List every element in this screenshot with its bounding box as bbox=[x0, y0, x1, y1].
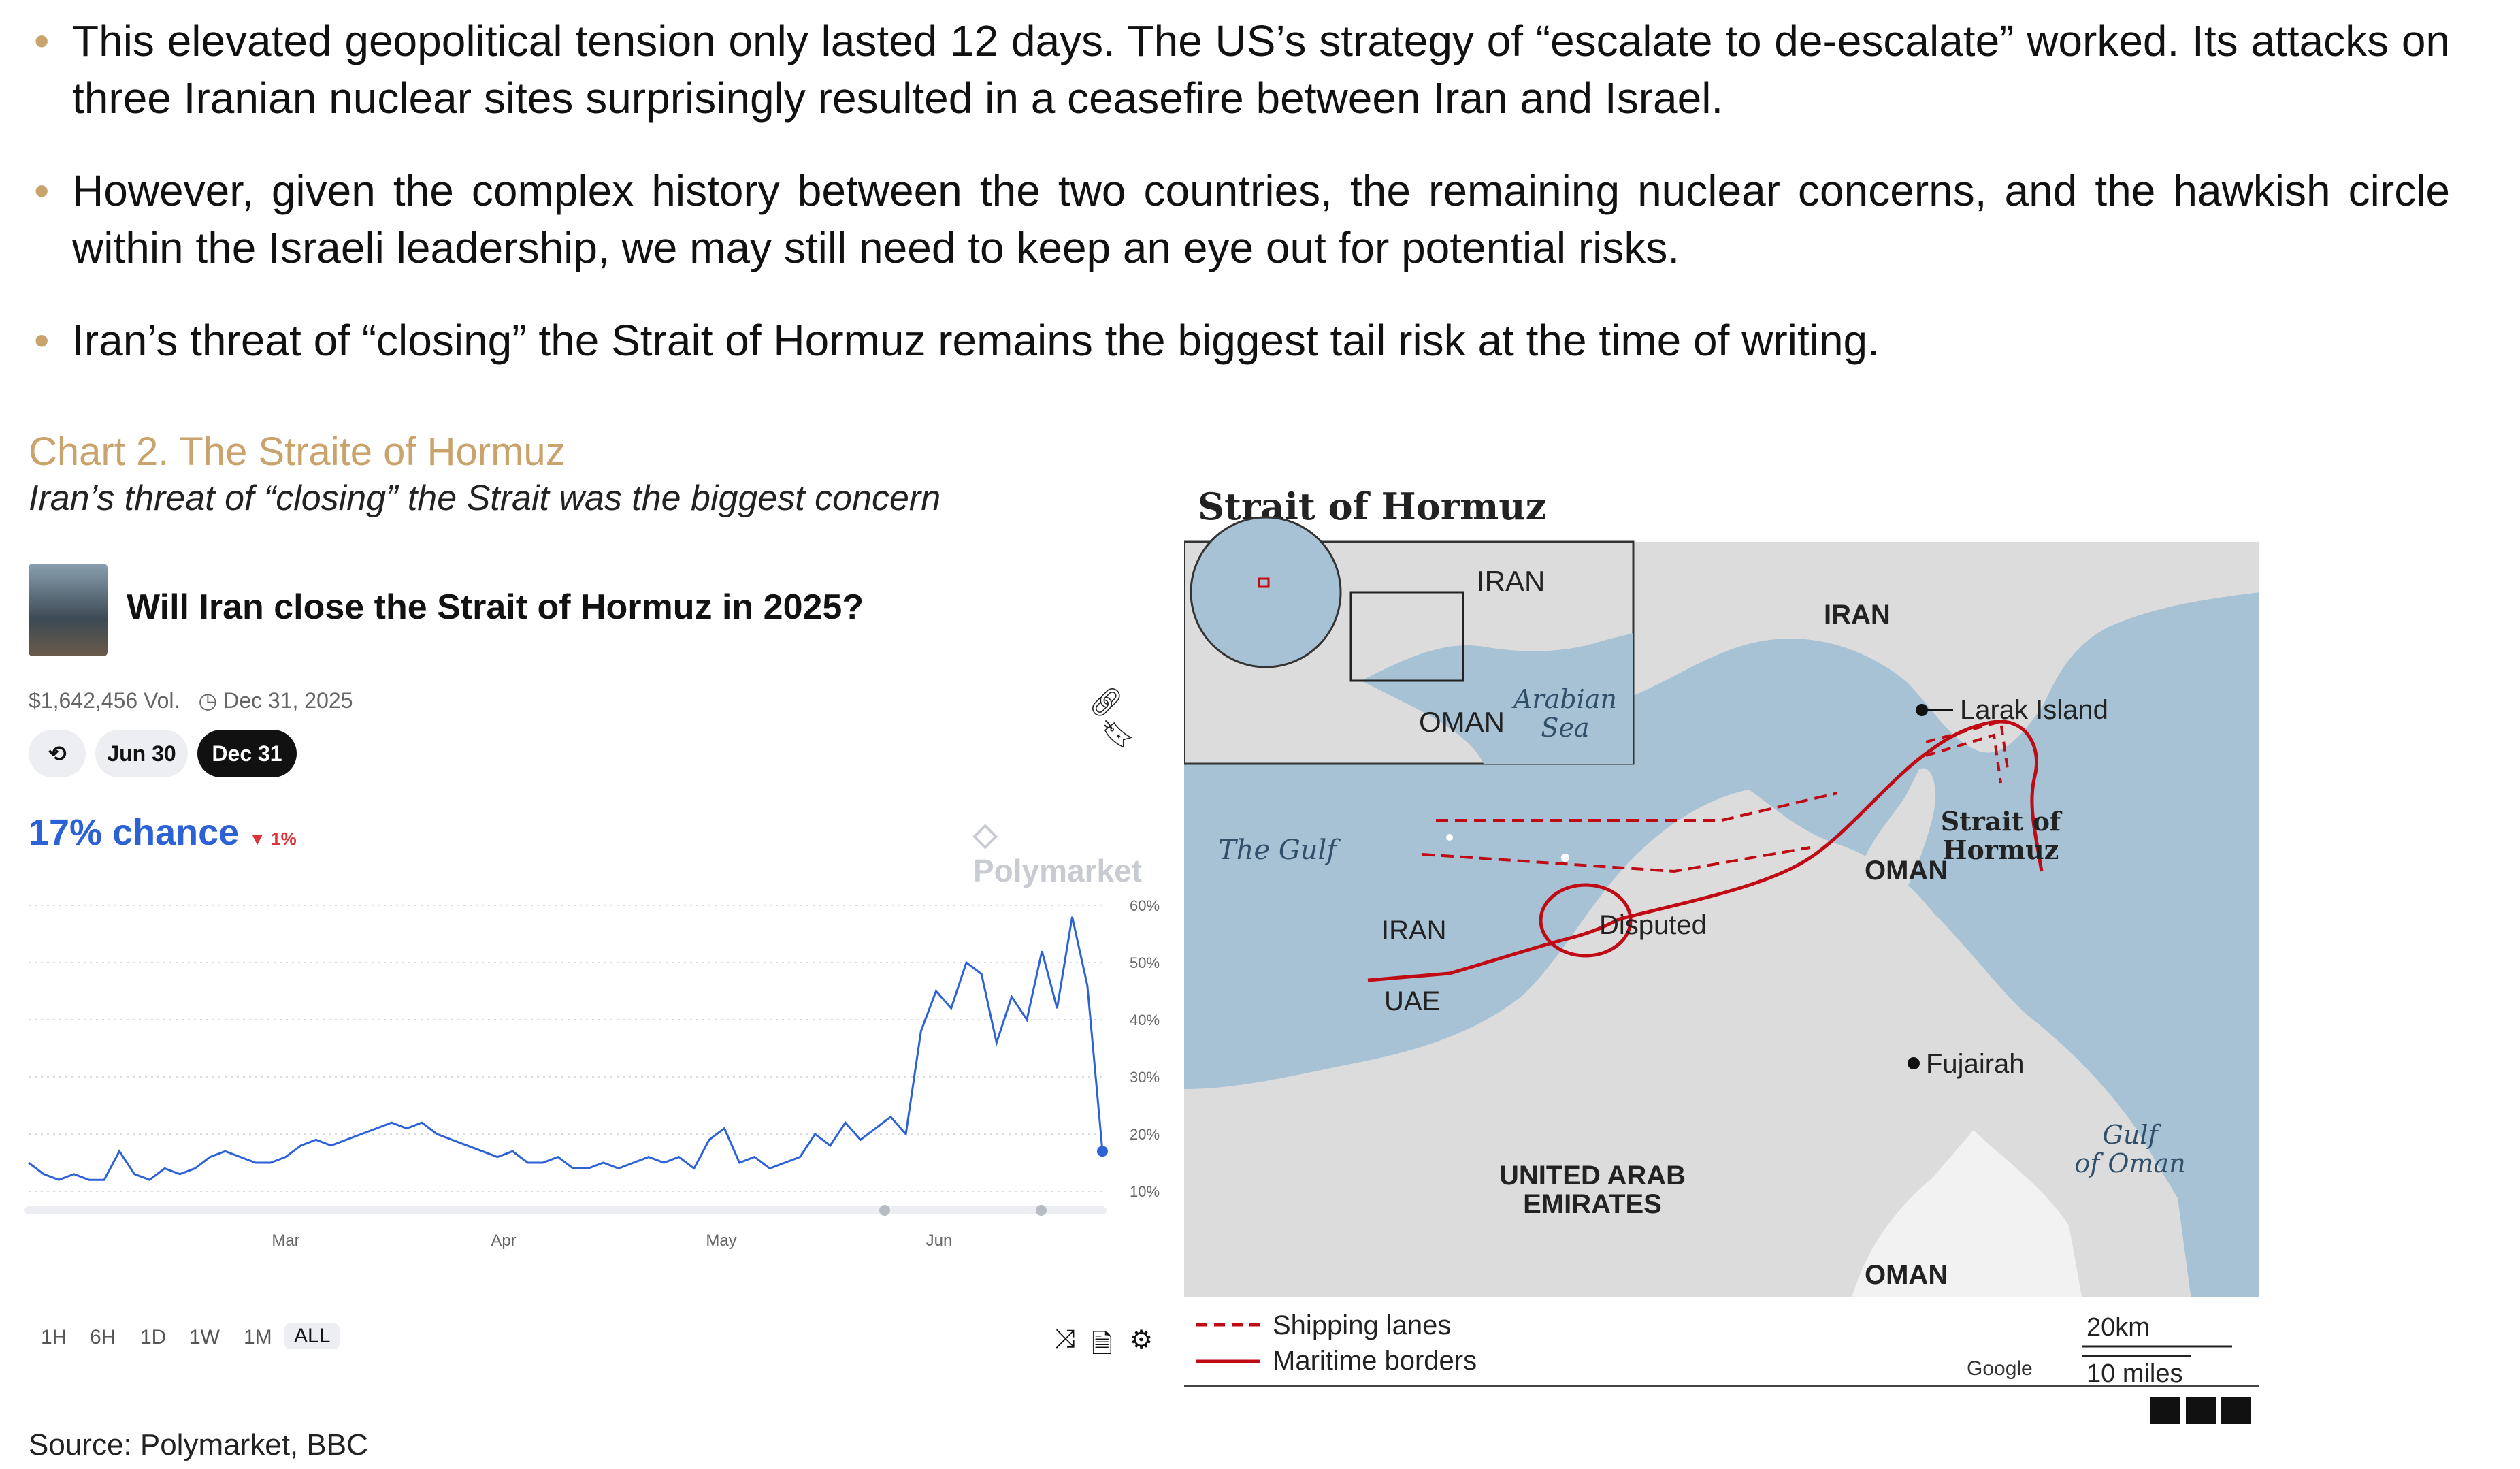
range-1d[interactable]: 1D bbox=[140, 1326, 167, 1349]
musandam-peninsula bbox=[1865, 768, 1935, 912]
y-tick-label: 60% bbox=[1130, 897, 1160, 914]
y-tick-label: 50% bbox=[1130, 954, 1160, 971]
current-value-point bbox=[1097, 1146, 1108, 1157]
market-volume: $1,642,456 Vol. bbox=[29, 688, 180, 713]
fujairah-point bbox=[1908, 1057, 1920, 1069]
y-tick-label: 30% bbox=[1130, 1069, 1160, 1086]
clock-icon: ◷ bbox=[198, 688, 218, 713]
label-fujairah: Fujairah bbox=[1926, 1049, 2025, 1079]
range-1w[interactable]: 1W bbox=[189, 1326, 220, 1349]
settings-icon[interactable]: ⚙︎ bbox=[1130, 1326, 1153, 1355]
island bbox=[1561, 854, 1569, 862]
disputed-circle bbox=[1539, 883, 1633, 958]
legend-borders: Maritime borders bbox=[1273, 1346, 1477, 1376]
x-tick-label: May bbox=[706, 1231, 736, 1250]
timeline-handle[interactable] bbox=[1036, 1205, 1047, 1216]
chart-title: Chart 2. The Straite of Hormuz bbox=[29, 430, 566, 474]
range-6h[interactable]: 6H bbox=[90, 1326, 116, 1349]
shipping-lane bbox=[1422, 846, 1811, 873]
market-question: Will Iran close the Strait of Hormuz in … bbox=[127, 587, 864, 627]
shipping-lane bbox=[1436, 792, 1838, 822]
probability-chart: 60% 50% 40% 30% 20% 10% Mar Apr May Jun bbox=[24, 897, 1160, 1250]
timeline-handle[interactable] bbox=[879, 1205, 890, 1216]
bullet-2: • However, given the complex history betw… bbox=[27, 162, 2450, 276]
bookmark-icon[interactable]: 🔖︎ bbox=[1101, 720, 1136, 749]
label-uae-small: UAE bbox=[1384, 986, 1440, 1016]
polymarket-logo: ◇ Polymarket bbox=[973, 816, 1143, 888]
x-tick-label: Mar bbox=[272, 1231, 299, 1250]
document-icon[interactable]: 🗎︎ bbox=[1092, 1330, 1113, 1359]
label-oman-inset: OMAN bbox=[1419, 706, 1505, 738]
pill-dec-31[interactable]: Dec 31 bbox=[197, 730, 297, 777]
maritime-border bbox=[1367, 720, 2044, 982]
polymarket-card: Will Iran close the Strait of Hormuz in … bbox=[0, 545, 1171, 1409]
label-strait: Strait of Hormuz bbox=[1941, 806, 2063, 865]
chart-subtitle: Iran’s threat of “closing” the Strait wa… bbox=[29, 479, 941, 518]
hormuz-map: IRAN OMAN Arabian Sea IRAN Larak Island S… bbox=[1184, 516, 2259, 1424]
label-iran-inset: IRAN bbox=[1477, 565, 1545, 597]
inset-water bbox=[1361, 633, 1633, 764]
market-tools: 🔗︎ 🔖︎ bbox=[1089, 686, 1171, 750]
google-credit: Google bbox=[1967, 1357, 2033, 1380]
chance-change: ▼ 1% bbox=[248, 828, 297, 849]
label-arabian-sea: Arabian Sea bbox=[1511, 684, 1617, 743]
island bbox=[1967, 682, 1980, 696]
range-1m[interactable]: 1M bbox=[244, 1326, 272, 1349]
label-disputed: Disputed bbox=[1599, 910, 1707, 940]
probability-series-line bbox=[28, 916, 1104, 1181]
label-larak: Larak Island bbox=[1960, 695, 2108, 725]
market-end-date: Dec 31, 2025 bbox=[223, 688, 353, 713]
island bbox=[1446, 834, 1453, 841]
bullet-dot: • bbox=[34, 316, 50, 365]
y-tick-label: 10% bbox=[1130, 1183, 1160, 1200]
label-iran-top: IRAN bbox=[1824, 600, 1891, 630]
pill-jun-30[interactable]: Jun 30 bbox=[95, 730, 188, 777]
map-water bbox=[1184, 592, 2259, 1300]
shuffle-icon[interactable]: ⤨ bbox=[1055, 1325, 1076, 1353]
bullet-list: • This elevated geopolitical tension only… bbox=[27, 12, 2450, 404]
y-tick-label: 20% bbox=[1130, 1126, 1160, 1143]
map-bottom-bar bbox=[1595, 1297, 2259, 1386]
market-thumbnail bbox=[29, 564, 108, 656]
globe-icon bbox=[1190, 516, 1342, 668]
polymarket-logo-icon: ◇ bbox=[973, 816, 998, 852]
bullet-dot: • bbox=[34, 16, 50, 65]
legend-panel bbox=[1184, 1297, 1595, 1386]
x-tick-label: Apr bbox=[491, 1231, 516, 1250]
inset-focus-box bbox=[1349, 591, 1464, 682]
history-button[interactable]: ⟲ bbox=[29, 730, 86, 777]
chance-value: 17% chance ▼ 1% bbox=[29, 812, 297, 853]
source-note: Source: Polymarket, BBC bbox=[29, 1428, 368, 1462]
y-tick-label: 40% bbox=[1130, 1012, 1160, 1029]
label-the-gulf: The Gulf bbox=[1218, 835, 1341, 866]
scale-miles: 10 miles bbox=[2087, 1359, 2183, 1388]
label-oman-north: OMAN bbox=[1865, 856, 1948, 886]
label-uae: UNITED ARAB EMIRATES bbox=[1499, 1161, 1686, 1219]
label-gulf-of-oman: Gulf of Oman bbox=[2074, 1120, 2185, 1178]
range-1h[interactable]: 1H bbox=[41, 1326, 67, 1349]
market-meta: $1,642,456 Vol. ◷ Dec 31, 2025 bbox=[29, 688, 353, 713]
map-lower-land bbox=[1851, 1130, 2082, 1300]
bullet-3: • Iran’s threat of “closing” the Strait o… bbox=[27, 312, 2450, 369]
scale-km: 20km bbox=[2087, 1313, 2150, 1342]
bbc-logo bbox=[2150, 1397, 2251, 1424]
label-oman-south: OMAN bbox=[1865, 1260, 1948, 1290]
legend-shipping: Shipping lanes bbox=[1273, 1310, 1451, 1340]
range-all[interactable]: ALL bbox=[284, 1323, 340, 1349]
bullet-1: • This elevated geopolitical tension only… bbox=[27, 12, 2450, 127]
globe-marker bbox=[1258, 577, 1270, 588]
bullet-dot: • bbox=[34, 166, 50, 215]
label-iran-mid: IRAN bbox=[1381, 916, 1447, 946]
x-tick-label: Jun bbox=[926, 1231, 953, 1250]
link-icon[interactable]: 🔗︎ bbox=[1089, 688, 1124, 717]
shipping-lane bbox=[1925, 733, 2002, 784]
